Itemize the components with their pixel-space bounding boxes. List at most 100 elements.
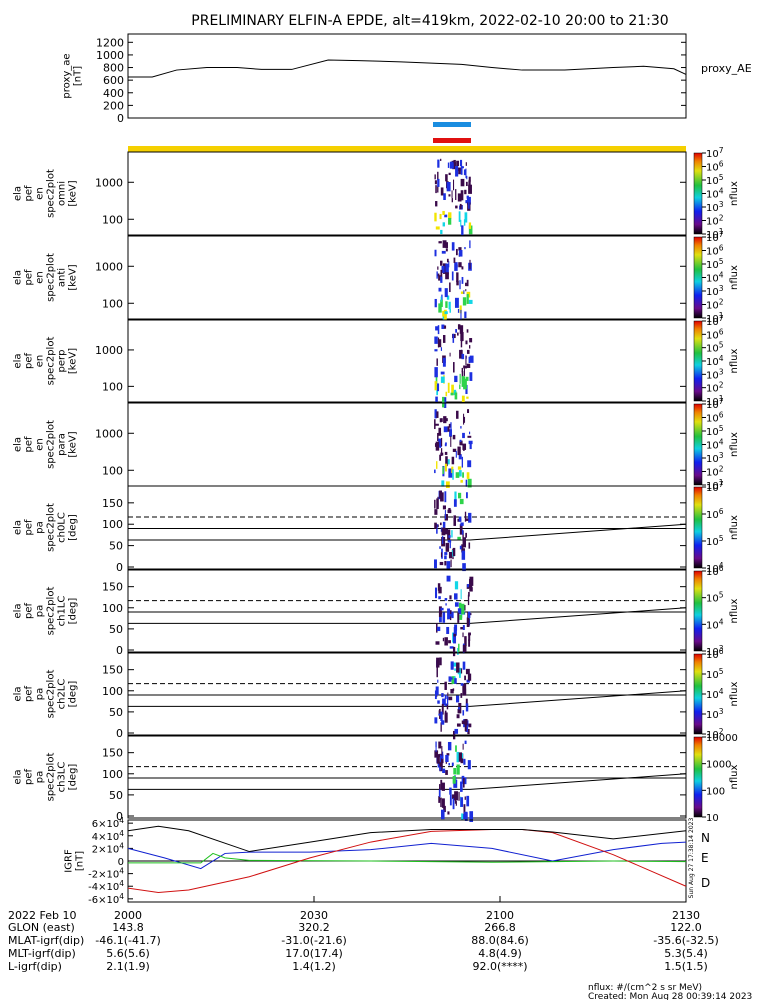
igrf-series-line	[128, 852, 687, 864]
spectrogram-cell	[459, 325, 464, 334]
colorbar-tick-label: 10	[706, 813, 719, 824]
spectrogram-cell	[435, 741, 437, 752]
colorbar	[693, 403, 703, 486]
colorbar-tick-label: 104	[706, 617, 724, 631]
spectrogram-cell	[468, 723, 472, 728]
colorbar-tick-label: 102	[706, 465, 724, 479]
spectrogram-cell	[442, 357, 446, 367]
ae-ytick-label: 1200	[96, 36, 124, 49]
spectrogram-cell	[440, 607, 444, 611]
spectrogram-frame	[127, 569, 687, 653]
spectrogram-ylabel: ela	[13, 186, 24, 201]
spectrogram-cell	[466, 679, 470, 683]
footer-cell: 2030	[300, 909, 328, 922]
spectrogram-cell	[440, 229, 443, 235]
spectrogram-cell	[462, 443, 467, 450]
spectrogram-cell	[465, 698, 468, 707]
spectrogram-cell	[454, 678, 457, 684]
spectrogram-ylabel: pef	[24, 185, 35, 202]
footer-cell: 143.8	[112, 921, 144, 934]
spectrogram-ylabel: [deg]	[68, 681, 79, 708]
spectrogram-cell	[437, 186, 439, 193]
spectrogram-cell	[460, 219, 462, 227]
spectrogram-ylabel: pef	[24, 269, 35, 286]
spectrogram-cell	[459, 305, 462, 314]
spectrogram-cell	[463, 548, 465, 552]
spectrogram-cell	[468, 542, 471, 549]
spectrogram-cell	[459, 384, 461, 390]
spectrogram-cell	[462, 297, 467, 306]
spectrogram-cell	[444, 637, 448, 646]
pa-ytick-label: 0	[116, 810, 123, 823]
spectrogram-cell	[460, 627, 464, 630]
colorbar-tick-label: 102	[706, 727, 724, 741]
spectrogram-cell	[447, 459, 450, 465]
pa-ytick-label: 0	[116, 727, 123, 740]
spectrogram-cell	[466, 279, 469, 287]
spectrogram-cell	[464, 636, 467, 647]
spectrogram-cell	[457, 608, 462, 615]
spectrogram-cell	[459, 545, 462, 550]
spectrogram-cell	[468, 584, 473, 589]
colorbar-tick-label: 107	[706, 314, 724, 328]
spectrogram-cell	[438, 438, 442, 447]
spectrogram-cell	[435, 226, 440, 230]
spectrogram-cell	[442, 222, 446, 227]
colorbar	[693, 320, 703, 402]
colorbar-tick-label: 106	[706, 647, 724, 661]
spectrogram-cell	[449, 540, 451, 549]
spectrogram-ylabel: para	[57, 433, 68, 456]
spectrogram-cell	[466, 175, 468, 180]
footer-note-units: nflux: #/(cm^2 s sr MeV)	[588, 983, 702, 993]
spectrogram-cell	[445, 603, 447, 606]
spectrogram-cell	[434, 349, 438, 352]
spectrogram-cell	[455, 695, 460, 703]
spectrogram-cell	[441, 798, 445, 808]
spectrogram-cell	[444, 491, 447, 503]
spectrogram-cell	[436, 358, 438, 366]
spectrogram-cell	[455, 264, 458, 268]
spectrogram-cell	[444, 555, 447, 560]
spectrogram-ylabel: perp	[57, 350, 68, 373]
footer-cell: -35.6(-32.5)	[653, 934, 719, 947]
spectrogram-cell	[469, 355, 474, 363]
spectrogram-cell	[438, 596, 441, 600]
spectrogram-cell	[458, 707, 461, 710]
spectrogram-cell	[449, 595, 452, 600]
spectrogram-cell	[437, 524, 439, 528]
spectrogram-cell	[434, 367, 438, 378]
spectrogram-cell	[443, 193, 446, 201]
spectrogram-ylabel: ela	[13, 769, 24, 784]
spectrogram-cell	[451, 676, 456, 684]
spectrogram-ylabel: [deg]	[68, 598, 79, 625]
pa-ytick-label: 100	[102, 768, 123, 781]
spectrogram-cell	[434, 336, 438, 344]
spectrogram-ylabel: spec2plot	[46, 587, 57, 636]
spectrogram-cell	[443, 805, 446, 813]
spectrogram-cell	[458, 262, 462, 268]
footer-cell: 1.5(1.5)	[664, 960, 708, 973]
spectrogram-cell	[445, 481, 450, 489]
spectrogram-cell	[448, 194, 451, 197]
spectrogram-ylabel: [keV]	[68, 180, 79, 206]
side-timestamp: Sun Aug 27 17:38:14 2023	[688, 818, 695, 899]
spectrogram-cell	[469, 587, 473, 592]
spectrogram-ylabel: [keV]	[68, 264, 79, 290]
spectrogram-frame	[127, 319, 687, 403]
spectrogram-cell	[468, 180, 471, 187]
loss-cone-line	[128, 523, 687, 541]
spectrogram-cell	[459, 498, 464, 505]
spectrogram-cell	[454, 797, 457, 804]
pa-ytick-label: 50	[109, 706, 123, 719]
pa-ytick-label: 50	[109, 623, 123, 636]
footer-cell: 320.2	[298, 921, 330, 934]
spectrogram-cell	[437, 159, 440, 168]
footer-cell: 122.0	[670, 921, 702, 934]
spectrogram-cell	[435, 423, 439, 426]
spectrogram-ylabel: en	[35, 355, 46, 368]
spectrogram-cell	[465, 181, 468, 187]
igrf-ytick-label: 2×104	[92, 841, 124, 855]
spectrogram-cell	[446, 295, 450, 300]
spectrogram-cell	[445, 242, 449, 249]
spectrogram-cell	[445, 754, 449, 763]
